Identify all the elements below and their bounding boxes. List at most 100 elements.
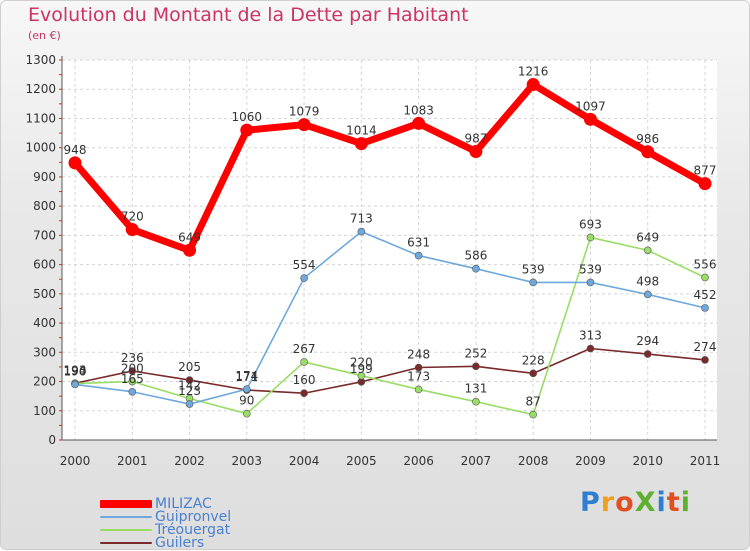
y-tick-label: 400 xyxy=(33,316,56,330)
series-line-Guilers xyxy=(74,347,706,395)
series-line-MILIZAC xyxy=(72,81,707,254)
data-point xyxy=(128,387,137,396)
data-point xyxy=(354,137,368,151)
data-point xyxy=(125,223,139,237)
x-tick-label: 2003 xyxy=(232,454,263,468)
y-tick-label: 500 xyxy=(33,287,56,301)
data-point xyxy=(300,274,308,282)
legend-swatch xyxy=(100,500,152,508)
data-point xyxy=(300,389,308,398)
logo-letter: o xyxy=(615,487,635,518)
x-tick-label: 2002 xyxy=(174,454,205,468)
data-point xyxy=(701,273,709,282)
data-point xyxy=(185,400,194,408)
logo-letter: i xyxy=(656,487,667,518)
data-label: 1060 xyxy=(232,110,263,124)
logo-letter: t xyxy=(666,487,681,518)
series-line-Guipronvel xyxy=(74,230,706,405)
data-point xyxy=(243,409,251,418)
data-point xyxy=(472,397,480,406)
y-tick-label: 1000 xyxy=(25,141,56,155)
data-point xyxy=(357,227,366,236)
y-tick-label: 1300 xyxy=(25,53,56,67)
data-label: 1216 xyxy=(518,65,549,79)
x-tick-label: 2010 xyxy=(632,454,663,468)
data-label: 173 xyxy=(407,369,430,383)
data-point xyxy=(183,243,197,257)
x-tick-label: 2001 xyxy=(117,454,148,468)
data-label: 165 xyxy=(121,372,144,386)
data-label: 586 xyxy=(464,249,487,263)
data-point xyxy=(68,156,82,170)
data-label: 199 xyxy=(350,362,373,376)
data-label: 539 xyxy=(579,262,602,276)
x-tick-label: 2004 xyxy=(289,454,320,468)
data-label: 123 xyxy=(178,384,201,398)
data-point xyxy=(185,376,194,384)
data-label: 649 xyxy=(636,230,659,244)
chart-subtitle: (en €) xyxy=(28,29,61,42)
data-label: 1083 xyxy=(403,103,434,117)
data-label: 252 xyxy=(464,346,487,360)
data-point xyxy=(414,385,423,394)
data-point xyxy=(300,358,308,366)
y-tick-label: 1200 xyxy=(25,82,56,96)
data-label: 948 xyxy=(64,143,87,157)
data-label: 87 xyxy=(526,395,541,409)
data-point xyxy=(128,367,137,375)
data-label: 90 xyxy=(239,394,254,408)
x-tick-label: 2009 xyxy=(575,454,606,468)
data-label: 171 xyxy=(235,370,258,384)
data-label: 1014 xyxy=(346,124,377,138)
data-label: 556 xyxy=(694,257,717,271)
x-tick-label: 2006 xyxy=(403,454,434,468)
legend-label: MILIZAC xyxy=(155,496,212,512)
data-label: 142 xyxy=(178,378,201,392)
data-label: 190 xyxy=(64,364,87,378)
data-label: 131 xyxy=(464,382,487,396)
data-label: 693 xyxy=(579,217,602,231)
data-label: 294 xyxy=(636,334,659,348)
data-label: 1097 xyxy=(575,99,606,113)
y-tick-label: 100 xyxy=(33,404,56,418)
data-point xyxy=(414,363,423,372)
y-tick-label: 1100 xyxy=(25,111,56,125)
data-label: 205 xyxy=(178,360,201,374)
data-point xyxy=(357,371,366,380)
data-label: 539 xyxy=(522,262,545,276)
data-label: 631 xyxy=(407,236,430,250)
y-tick-label: 700 xyxy=(33,228,56,242)
y-tick-label: 0 xyxy=(48,433,56,447)
legend-item: Guipronvel xyxy=(100,509,300,525)
data-point xyxy=(586,233,595,242)
data-point xyxy=(586,344,595,353)
proxiti-logo: ProXiti xyxy=(580,487,691,518)
y-tick-label: 900 xyxy=(33,170,56,184)
legend-label: Tréouergat xyxy=(155,522,231,538)
data-point xyxy=(469,144,483,158)
legend-swatch xyxy=(100,529,152,531)
data-label: 160 xyxy=(293,373,316,387)
x-tick-label: 2011 xyxy=(690,454,721,468)
data-point xyxy=(526,78,540,92)
data-label: 986 xyxy=(636,132,659,146)
data-point xyxy=(71,380,79,389)
data-point xyxy=(586,278,595,287)
logo-letter: P xyxy=(580,487,601,518)
data-point xyxy=(529,278,537,287)
data-label: 649 xyxy=(178,230,201,244)
data-label: 228 xyxy=(522,353,545,367)
data-label: 877 xyxy=(694,164,717,178)
data-point xyxy=(414,251,423,260)
data-label: 554 xyxy=(293,258,316,272)
data-point xyxy=(472,362,480,371)
data-label: 267 xyxy=(293,342,316,356)
y-tick-label: 800 xyxy=(33,199,56,213)
legend-item: MILIZAC xyxy=(100,496,300,512)
data-label: 713 xyxy=(350,212,373,226)
data-label: 248 xyxy=(407,348,430,362)
data-label: 193 xyxy=(64,364,87,378)
data-label: 1079 xyxy=(289,105,320,119)
logo-letter: X xyxy=(634,487,657,518)
